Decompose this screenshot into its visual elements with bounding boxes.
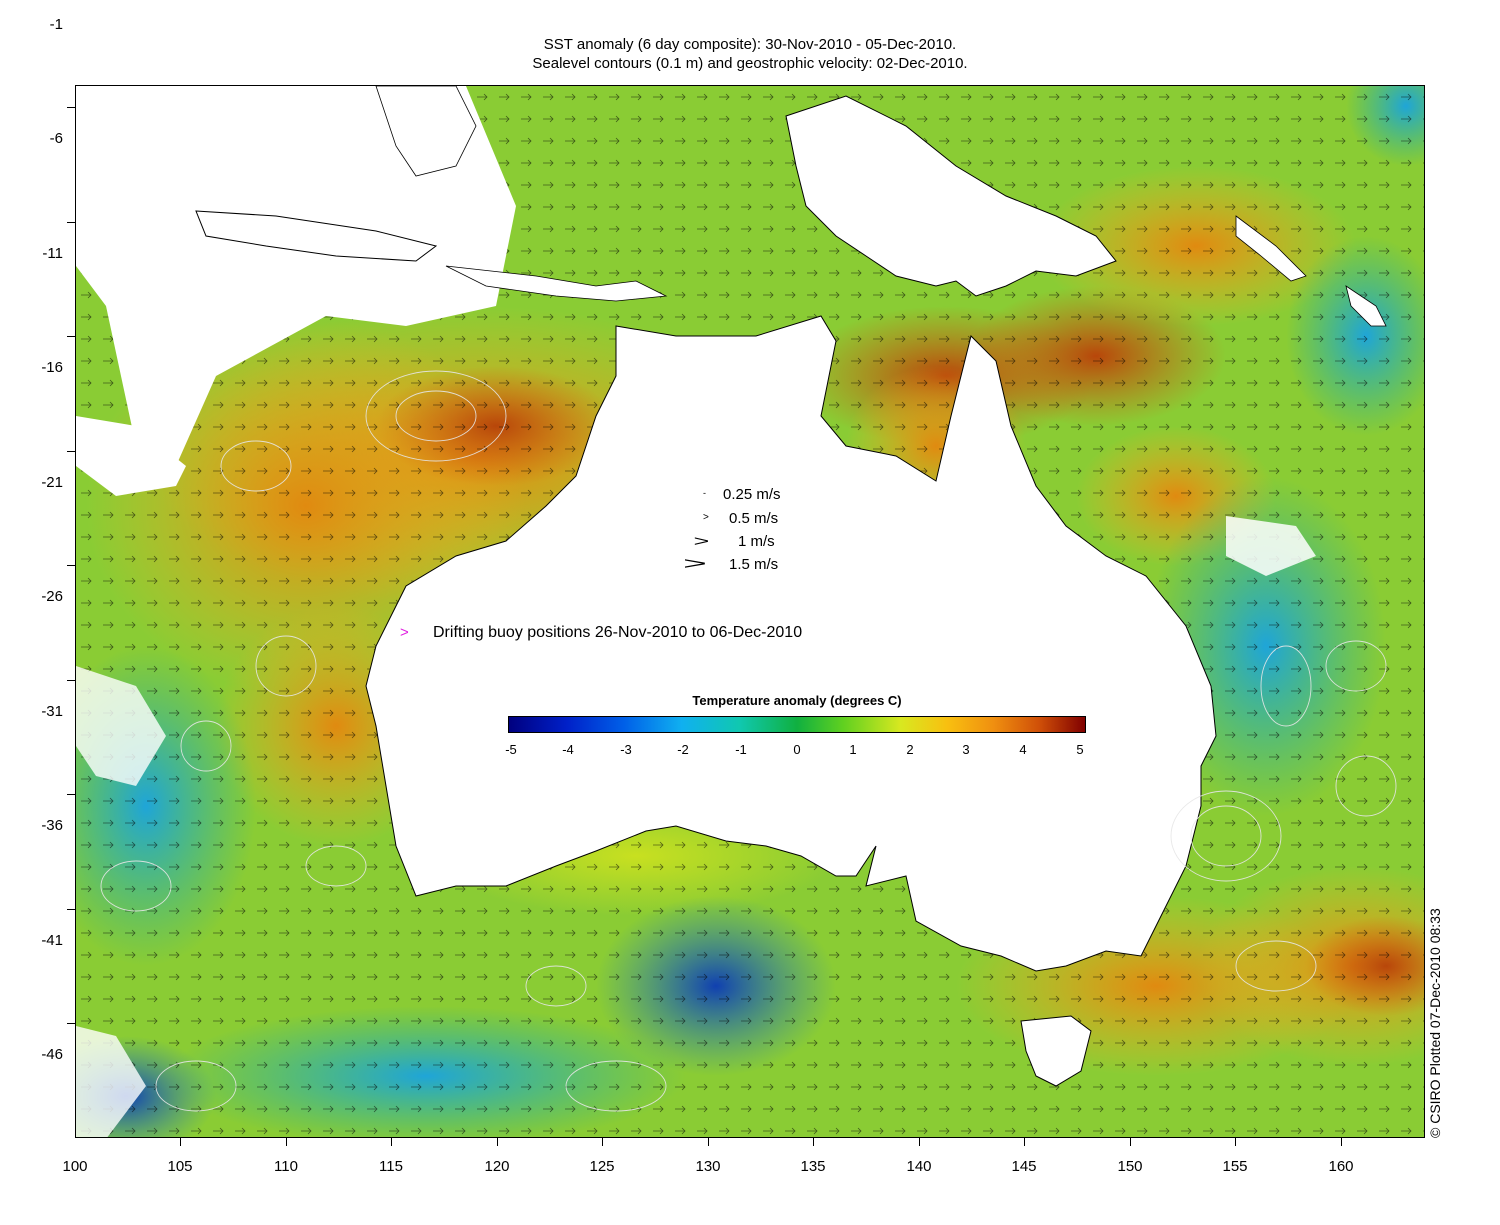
velocity-legend-label: 1.5 m/s — [729, 556, 779, 573]
australia-landmass — [365, 315, 1217, 972]
lon-label: 135 — [800, 1158, 826, 1175]
colorbar-title: Temperature anomaly (degrees C) — [692, 693, 902, 708]
lon-label: 155 — [1222, 1158, 1248, 1175]
colorbar-tick: -1 — [735, 742, 747, 757]
tasmania — [1020, 1015, 1092, 1087]
lat-tick — [67, 336, 75, 337]
lat-label: -36 — [41, 817, 63, 834]
lon-label: 130 — [695, 1158, 721, 1175]
lon-tick — [1130, 1138, 1131, 1146]
lat-tick — [67, 565, 75, 566]
colorbar-tick: -4 — [562, 742, 574, 757]
map-title-line-1: SST anomaly (6 day composite): 30-Nov-20… — [543, 36, 957, 53]
sst-anomaly-map — [75, 85, 1425, 1138]
new-guinea — [785, 95, 1117, 297]
csiro-credit: © CSIRO Plotted 07-Dec-2010 08:33 — [1427, 908, 1443, 1138]
lat-tick — [67, 909, 75, 910]
colorbar-tick: 5 — [1076, 742, 1084, 757]
lat-tick — [67, 794, 75, 795]
lon-tick — [708, 1138, 709, 1146]
lat-label: -1 — [49, 16, 63, 33]
no-data-south-west-corner — [76, 1026, 146, 1137]
lon-tick — [1235, 1138, 1236, 1146]
lat-label: -41 — [41, 932, 63, 949]
lesser-sunda-islands — [445, 265, 668, 302]
lat-label: -16 — [41, 359, 63, 376]
borneo-sulawesi — [375, 86, 477, 177]
colorbar-tick: 1 — [849, 742, 857, 757]
new-caledonia — [1345, 285, 1387, 327]
colorbar-tick: -3 — [620, 742, 632, 757]
drifting-buoy-legend-label: Drifting buoy positions 26-Nov-2010 to 0… — [433, 624, 803, 641]
lon-tick — [1024, 1138, 1025, 1146]
temperature-colorbar — [508, 716, 1086, 733]
colorbar-tick: 0 — [793, 742, 801, 757]
lon-label: 150 — [1117, 1158, 1143, 1175]
colorbar-tick: -5 — [505, 742, 517, 757]
lon-tick — [391, 1138, 392, 1146]
lon-label: 160 — [1328, 1158, 1354, 1175]
lon-label: 145 — [1011, 1158, 1037, 1175]
colorbar-tick: 4 — [1019, 742, 1027, 757]
drifting-buoy-marker-icon: > — [400, 624, 409, 641]
lon-label: 120 — [484, 1158, 510, 1175]
lon-label: 140 — [906, 1158, 932, 1175]
java-island — [195, 210, 438, 262]
lon-tick — [286, 1138, 287, 1146]
lat-label: -31 — [41, 703, 63, 720]
lat-label: -11 — [42, 245, 63, 262]
solomon-islands — [1235, 215, 1307, 282]
lon-tick — [813, 1138, 814, 1146]
no-data-west — [76, 416, 186, 496]
lon-tick — [497, 1138, 498, 1146]
lat-tick — [67, 222, 75, 223]
sealevel-contours — [100, 370, 1397, 1112]
velocity-arrow-1-5: > — [683, 554, 707, 573]
lat-label: -26 — [41, 588, 63, 605]
colorbar-tick: -2 — [677, 742, 689, 757]
no-data-coral-sea — [1226, 516, 1316, 576]
no-data-southwest — [76, 666, 166, 786]
velocity-legend-label: 1 m/s — [738, 533, 775, 550]
map-title-line-2: Sealevel contours (0.1 m) and geostrophi… — [532, 55, 968, 72]
lat-tick — [67, 1023, 75, 1024]
velocity-legend-label: 0.5 m/s — [729, 510, 779, 527]
velocity-arrow-1: > — [693, 533, 710, 550]
lon-label: 115 — [379, 1158, 403, 1175]
lat-label: -6 — [49, 130, 63, 147]
lat-label: -21 — [41, 474, 63, 491]
lat-tick — [67, 107, 75, 108]
lat-tick — [67, 680, 75, 681]
no-data-north-indian — [76, 86, 516, 466]
lon-tick — [602, 1138, 603, 1146]
lon-label: 100 — [62, 1158, 88, 1175]
colorbar-tick: 3 — [962, 742, 970, 757]
velocity-arrow-0-5: > — [703, 512, 709, 523]
lat-label: -46 — [41, 1046, 63, 1063]
lon-tick — [1341, 1138, 1342, 1146]
velocity-legend-label: 0.25 m/s — [723, 486, 781, 503]
lon-tick — [919, 1138, 920, 1146]
colorbar-tick: 2 — [906, 742, 914, 757]
lat-tick — [67, 451, 75, 452]
lon-label: 125 — [589, 1158, 615, 1175]
lon-tick — [180, 1138, 181, 1146]
lon-label: 110 — [274, 1158, 298, 1175]
lon-label: 105 — [167, 1158, 193, 1175]
velocity-arrow-0-25: - — [703, 488, 706, 498]
